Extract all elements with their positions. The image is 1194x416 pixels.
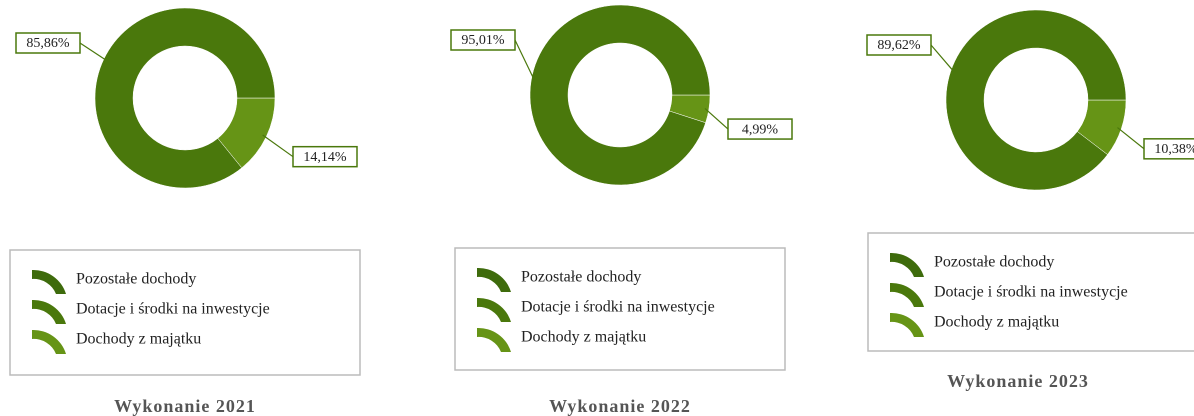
- label-box: [15, 32, 81, 54]
- legend-icon: [32, 299, 66, 324]
- label-box: [866, 34, 932, 56]
- legend-icon: [890, 252, 924, 277]
- donut-slice: [529, 4, 711, 186]
- legend-label: Dotacje i środki na inwestycje: [76, 301, 270, 318]
- legend-label: Dochody z majątku: [76, 331, 201, 348]
- value-label: 95,01%: [461, 33, 505, 48]
- chart-title: Wykonanie 2021: [114, 396, 256, 416]
- value-label: 10,38%: [1154, 142, 1194, 157]
- label-leader: [930, 44, 955, 73]
- label-leader: [79, 42, 108, 62]
- legend-icon: [477, 327, 511, 352]
- legend-icon: [32, 269, 66, 294]
- label-box: [727, 118, 793, 140]
- legend-icon: [890, 282, 924, 307]
- legend-label: Dotacje i środki na inwestycje: [934, 284, 1128, 301]
- label-leader: [1117, 127, 1145, 150]
- chart-title: Wykonanie 2022: [549, 396, 691, 416]
- legend-label: Pozostałe dochody: [521, 269, 641, 286]
- label-box: [292, 145, 358, 168]
- legend-label: Pozostałe dochody: [934, 254, 1054, 271]
- legend-icon: [32, 329, 66, 354]
- donut-slice: [945, 9, 1127, 191]
- label-leader: [262, 134, 294, 158]
- legend-box: [9, 249, 361, 376]
- label-box: [450, 29, 516, 51]
- value-label: 4,99%: [742, 122, 779, 137]
- legend-label: Dochody z majątku: [521, 329, 646, 346]
- legend-icon: [890, 312, 924, 337]
- legend-box: [867, 232, 1194, 352]
- legend-label: Pozostałe dochody: [76, 271, 196, 288]
- value-label: 14,14%: [303, 150, 347, 165]
- donut-slice: [94, 7, 276, 189]
- chart-title: Wykonanie 2023: [947, 371, 1089, 391]
- label-box: [1143, 138, 1194, 160]
- value-label: 85,86%: [26, 36, 70, 51]
- label-leader: [514, 39, 536, 82]
- legend-label: Dotacje i środki na inwestycje: [521, 299, 715, 316]
- value-label: 89,62%: [877, 38, 921, 53]
- legend-icon: [477, 267, 511, 292]
- legend-icon: [477, 297, 511, 322]
- legend-label: Dochody z majątku: [934, 314, 1059, 331]
- label-leader: [704, 107, 729, 130]
